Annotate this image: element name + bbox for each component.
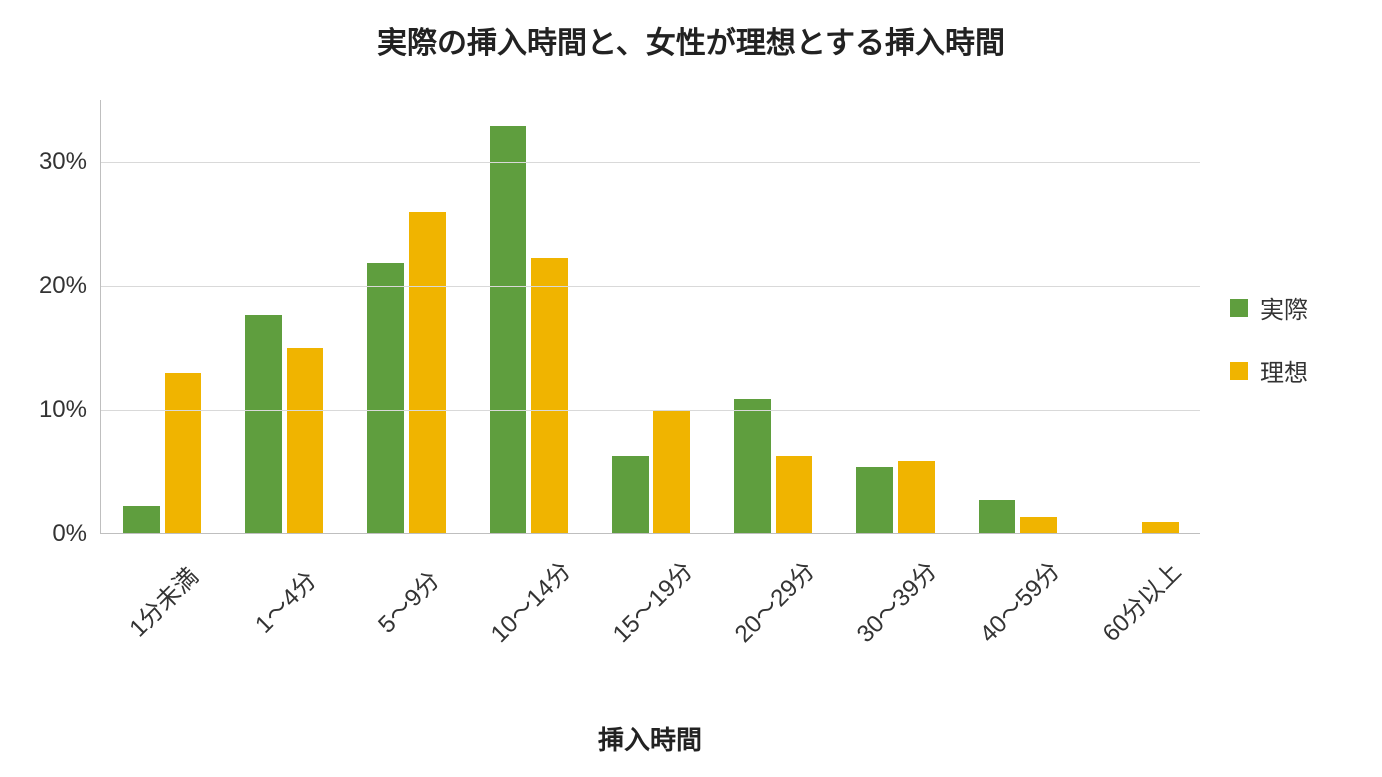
legend-label: 理想 <box>1260 353 1308 388</box>
legend: 実際理想 <box>1230 290 1308 416</box>
xtick-label: 30～39分 <box>847 552 943 648</box>
bar <box>245 315 282 533</box>
xtick-label: 60分以上 <box>1093 553 1188 648</box>
legend-item: 実際 <box>1230 290 1308 325</box>
xaxis-title: 挿入時間 <box>100 720 1200 757</box>
xtick-label: 10～14分 <box>481 552 577 648</box>
bar <box>490 126 527 533</box>
bar <box>531 258 568 533</box>
ytick-label: 20% <box>39 272 87 300</box>
xtick-label: 20～29分 <box>725 552 821 648</box>
bars-layer <box>101 100 1200 533</box>
legend-swatch <box>1230 299 1248 317</box>
gridline <box>101 410 1200 411</box>
bar <box>612 456 649 533</box>
ytick-label: 30% <box>39 148 87 176</box>
bar <box>776 456 813 533</box>
xtick-label: 1分未満 <box>120 558 205 643</box>
bar <box>409 212 446 533</box>
bar <box>653 411 690 533</box>
plot-area: 0%10%20%30%1分未満1～4分5～9分10～14分15～19分20～29… <box>100 100 1200 534</box>
bar <box>1020 517 1057 533</box>
xtick-label: 1～4分 <box>246 562 324 640</box>
chart-title: 実際の挿入時間と、女性が理想とする挿入時間 <box>0 18 1382 62</box>
xtick-label: 40～59分 <box>969 552 1065 648</box>
legend-label: 実際 <box>1260 290 1308 325</box>
xtick-label: 5～9分 <box>368 562 446 640</box>
ytick-label: 0% <box>52 520 87 548</box>
bar <box>287 348 324 533</box>
gridline <box>101 162 1200 163</box>
legend-swatch <box>1230 362 1248 380</box>
bar <box>165 373 202 533</box>
bar <box>367 263 404 533</box>
bar <box>856 467 893 533</box>
chart-container: 実際の挿入時間と、女性が理想とする挿入時間 0%10%20%30%1分未満1～4… <box>0 0 1382 777</box>
bar <box>734 399 771 533</box>
xtick-label: 15～19分 <box>603 552 699 648</box>
bar <box>979 500 1016 533</box>
ytick-label: 10% <box>39 396 87 424</box>
legend-item: 理想 <box>1230 353 1308 388</box>
bar <box>123 506 160 533</box>
bar <box>1142 522 1179 533</box>
bar <box>898 461 935 533</box>
gridline <box>101 286 1200 287</box>
